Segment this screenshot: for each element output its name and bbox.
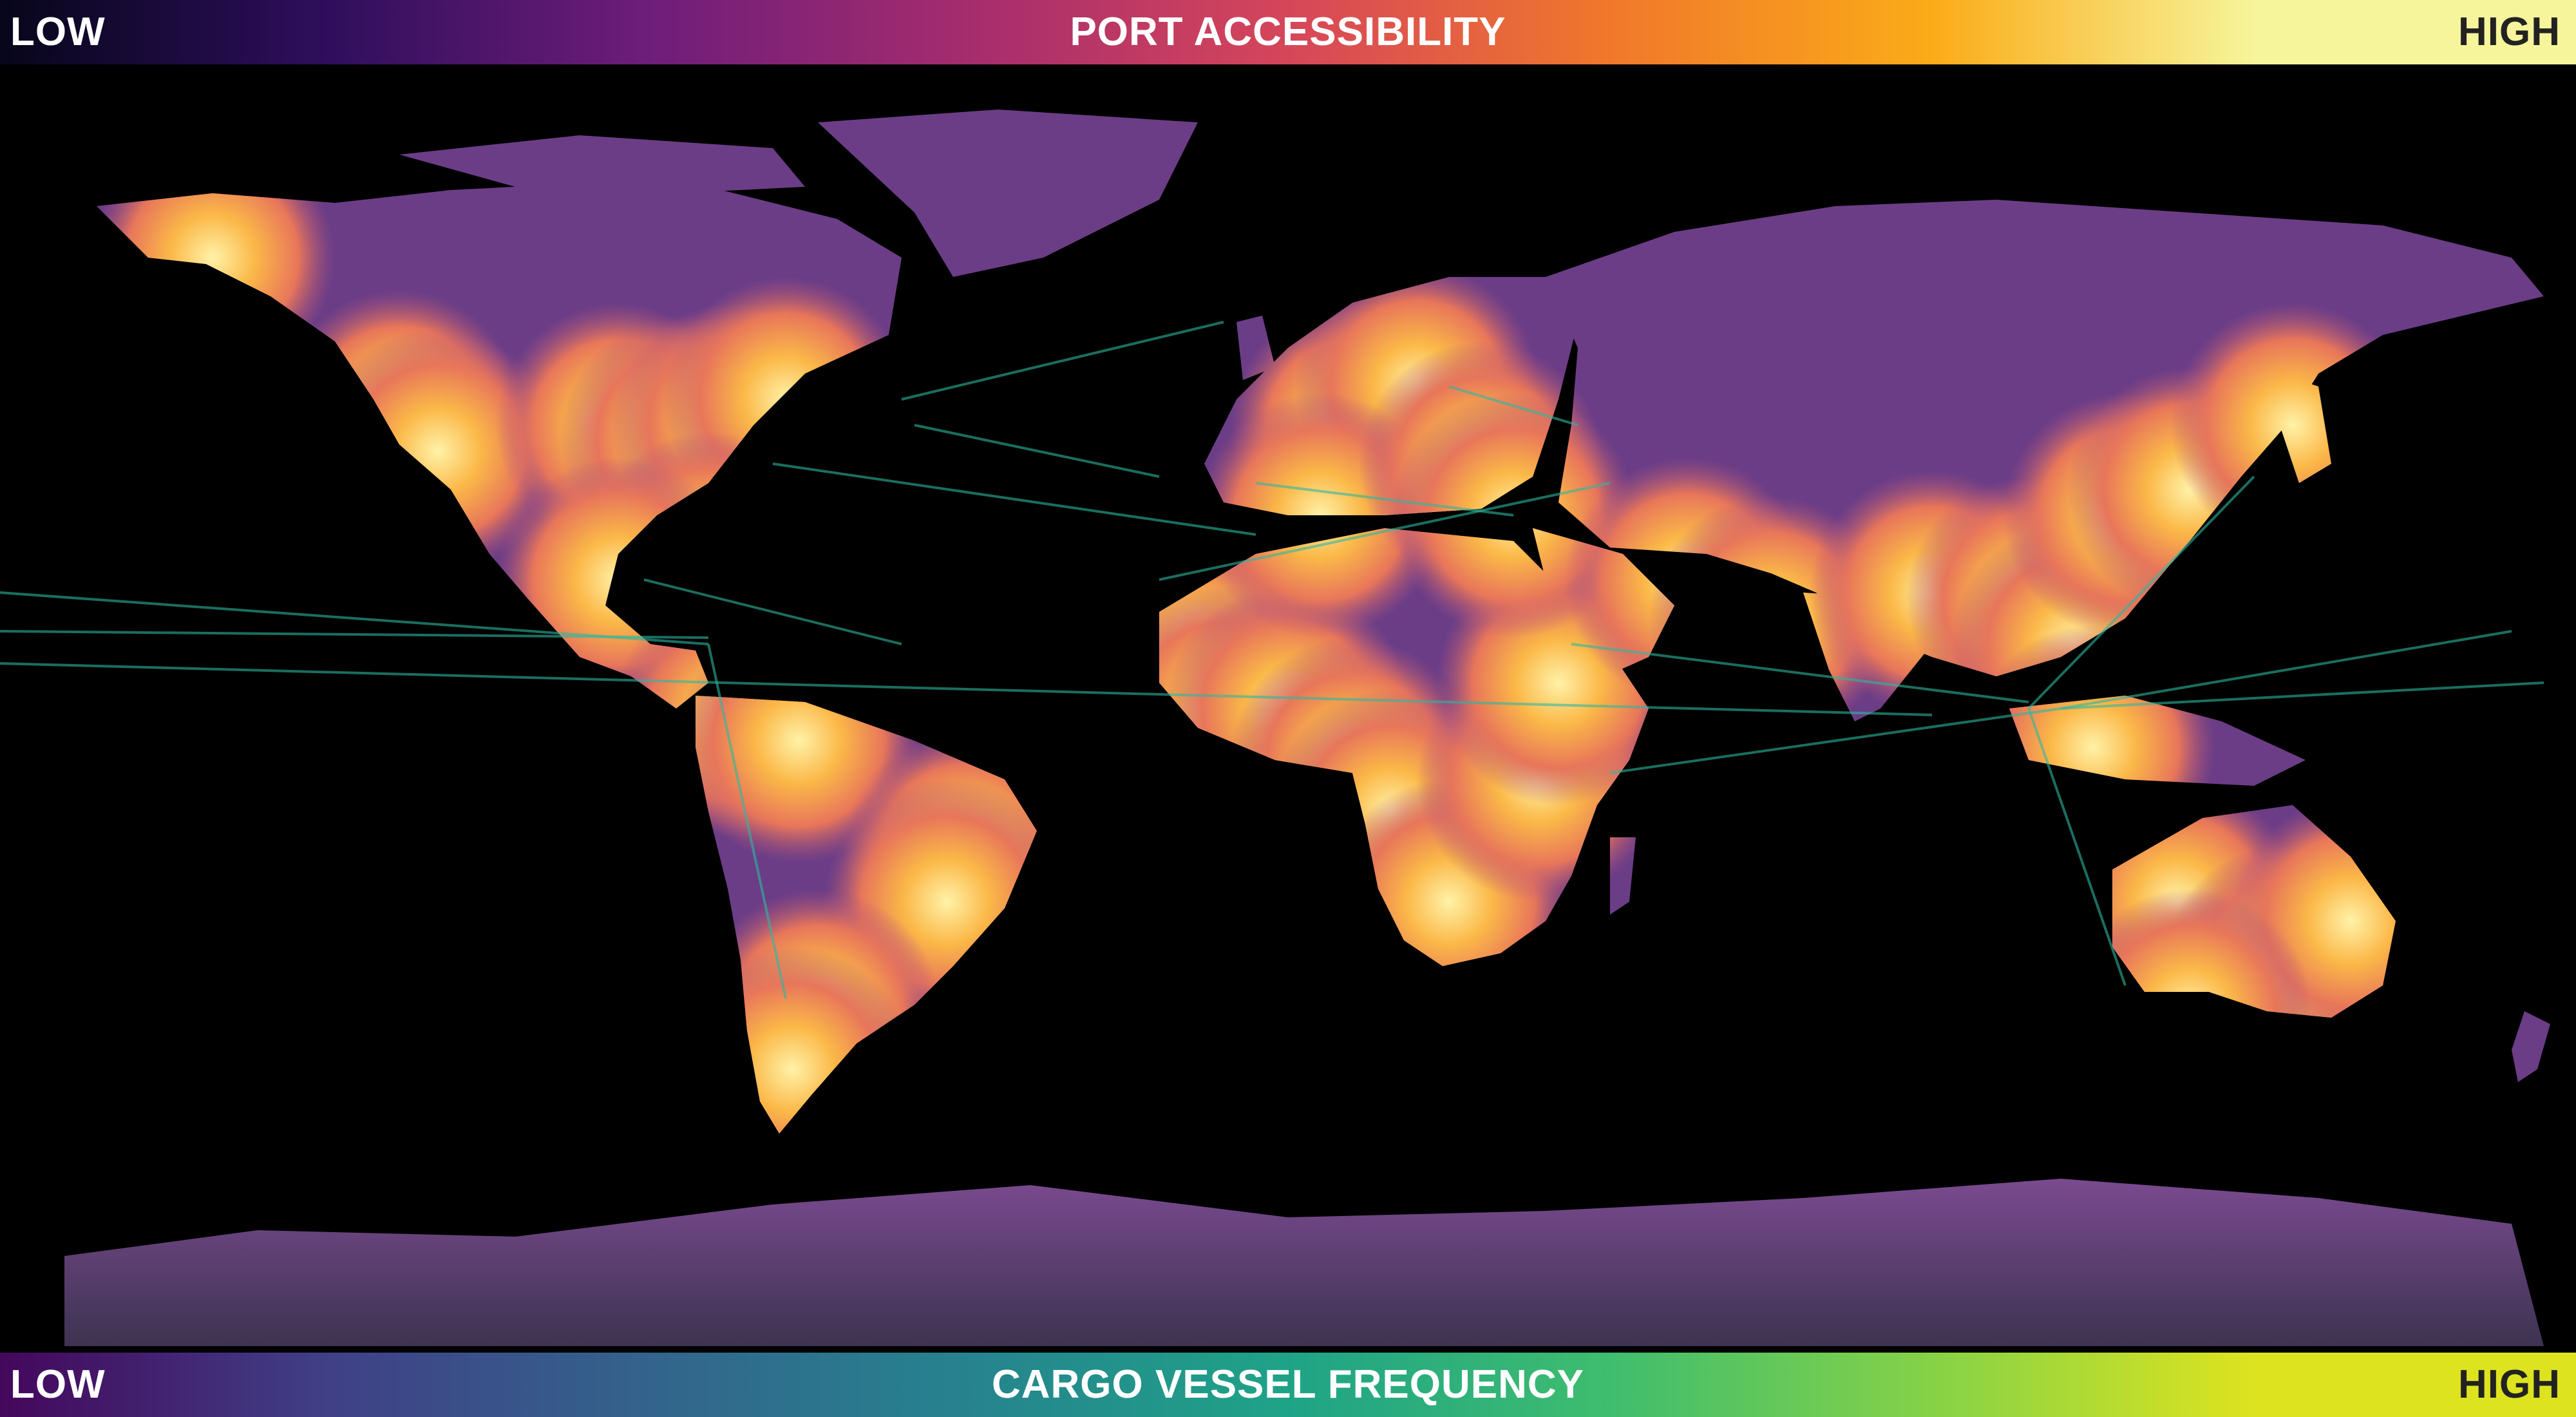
shipping-route [1255,482,1514,517]
land-canada-islands [399,135,805,193]
cargo-frequency-low-label: LOW [10,1362,106,1407]
shipping-route [772,462,1256,536]
shipping-route [2027,475,2255,710]
world-map [0,64,2576,1353]
cargo-frequency-high-label: HIGH [2458,1362,2561,1407]
shipping-route [914,424,1160,478]
land-greenland [818,109,1198,277]
shipping-routes [0,321,2544,999]
shipping-route [2027,708,2126,986]
port-accessibility-legend-segment [1610,0,1932,64]
shipping-route [0,630,709,639]
cargo-frequency-legend-segment [322,1353,644,1417]
cargo-frequency-legend-segment [2254,1353,2576,1417]
port-accessibility-high-label: HIGH [2458,10,2561,54]
land-antarctica [64,1179,2544,1346]
shipping-route [2060,630,2512,710]
shipping-route [1159,482,1611,581]
port-accessibility-legend-segment [1288,0,1610,64]
port-accessibility-legend-segment [322,0,644,64]
port-accessibility-legend-segment [644,0,966,64]
port-accessibility-legend-segment [2254,0,2576,64]
shipping-route [901,321,1224,401]
port-accessibility-legend [0,0,2576,64]
port-accessibility-legend-segment [966,0,1288,64]
port-accessibility-legend-segment [1932,0,2254,64]
shipping-route [643,578,902,645]
cargo-frequency-legend-segment [1610,1353,1932,1417]
shipping-route [2060,681,2544,710]
land-new-zealand [2512,1011,2550,1082]
cargo-vessel-frequency-legend [0,1353,2576,1417]
shipping-route [707,643,787,999]
shipping-route [1609,707,2061,774]
port-accessibility-low-label: LOW [10,10,106,54]
shipping-route [1448,385,1578,426]
port-accessibility-legend-segment [0,0,322,64]
shipping-route [1571,643,2029,703]
cargo-frequency-legend-segment [644,1353,966,1417]
cargo-frequency-legend-segment [1288,1353,1610,1417]
cargo-frequency-legend-segment [1932,1353,2254,1417]
cargo-frequency-legend-segment [966,1353,1288,1417]
shipping-route [0,662,1933,716]
cargo-frequency-legend-segment [0,1353,322,1417]
